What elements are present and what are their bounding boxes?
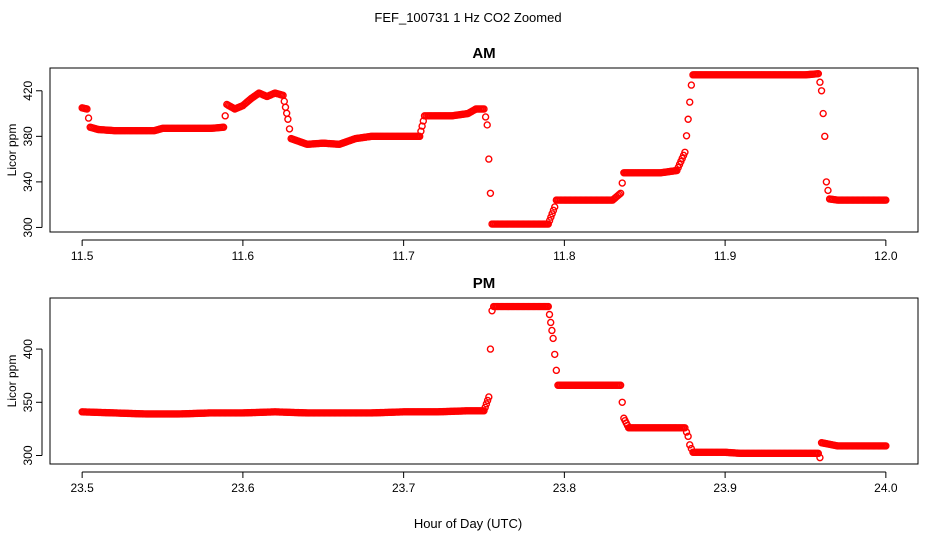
panel-title: PM [473, 275, 496, 292]
data-point [882, 196, 890, 204]
x-tick-label: 11.7 [392, 249, 415, 263]
x-axis-label: Hour of Day (UTC) [414, 516, 522, 531]
data-point [481, 403, 489, 412]
data-points [78, 302, 890, 462]
data-point [822, 178, 831, 186]
data-point [548, 210, 556, 218]
chart-panel-am: AM 11.5 11.6 11.7 11.8 11.9 12.0 300 340 380 420 Li… [5, 45, 919, 263]
data-point [548, 326, 556, 335]
data-point [547, 213, 555, 221]
data-point [814, 69, 823, 78]
data-point [486, 345, 495, 353]
y-tick-label: 340 [21, 172, 35, 192]
data-point [618, 398, 626, 406]
y-axis-label: Licor ppm [5, 355, 19, 408]
data-point [814, 449, 823, 458]
data-point [681, 148, 689, 156]
data-point [547, 318, 555, 327]
data-point [485, 393, 493, 401]
y-tick-label: 400 [21, 339, 35, 359]
data-point [544, 302, 552, 311]
data-points [78, 69, 890, 228]
data-point [285, 125, 294, 133]
x-tick-label: 24.0 [874, 481, 898, 495]
y-tick-label: 420 [21, 80, 35, 100]
data-point [616, 381, 625, 389]
data-point [819, 109, 827, 118]
data-point [544, 220, 552, 228]
data-point [221, 112, 229, 120]
data-point [816, 78, 824, 86]
data-point [615, 190, 623, 199]
figure-title: FEF_100731 1 Hz CO2 Zoomed [374, 10, 561, 25]
data-point [686, 441, 694, 449]
plot-frame [49, 67, 919, 233]
data-point [545, 310, 554, 319]
data-point [545, 216, 554, 225]
data-point [552, 366, 561, 375]
x-tick-label: 11.9 [714, 249, 737, 263]
data-point [687, 81, 696, 89]
data-point [549, 334, 557, 343]
data-point [84, 114, 93, 122]
data-point [682, 132, 691, 140]
data-point [821, 132, 829, 141]
data-point [551, 350, 559, 359]
data-point [481, 113, 490, 121]
y-axis-label: Licor ppm [5, 124, 19, 177]
data-point [83, 105, 91, 113]
x-tick-label: 23.6 [231, 481, 255, 495]
data-point [480, 407, 488, 415]
data-point [682, 428, 691, 436]
x-tick-label: 11.5 [71, 249, 94, 263]
y-tick-label: 300 [21, 217, 35, 237]
panel-title: AM [472, 45, 495, 62]
data-point [824, 186, 832, 195]
data-point [551, 203, 559, 211]
chart-panel-pm: PM 23.5 23.6 23.7 23.8 23.9 24.0 300 350 400Licor… [5, 275, 919, 495]
data-point [549, 206, 558, 215]
data-point [284, 115, 292, 123]
x-tick-label: 23.8 [553, 481, 577, 495]
data-point [616, 189, 625, 197]
data-point [816, 453, 824, 462]
y-tick-label: 380 [21, 126, 35, 146]
data-point [681, 424, 689, 432]
x-tick-label: 23.5 [70, 481, 94, 495]
data-point [817, 87, 826, 95]
data-point [219, 123, 228, 131]
x-tick-label: 11.6 [232, 249, 255, 263]
data-point [686, 98, 694, 106]
data-point [684, 432, 692, 441]
y-tick-label: 350 [21, 392, 35, 412]
y-tick-label: 300 [21, 445, 35, 465]
data-point [482, 400, 491, 408]
data-point [485, 155, 493, 163]
x-tick-label: 23.9 [713, 481, 737, 495]
data-point [618, 179, 626, 187]
data-point [882, 442, 890, 450]
x-tick-label: 23.7 [392, 481, 416, 495]
data-point [483, 121, 491, 129]
data-point [480, 105, 488, 113]
x-tick-label: 11.8 [553, 249, 576, 263]
data-point [684, 115, 692, 123]
x-tick-label: 12.0 [874, 249, 898, 263]
data-point [483, 396, 492, 405]
data-point [486, 189, 495, 197]
plot-frame [49, 297, 919, 465]
